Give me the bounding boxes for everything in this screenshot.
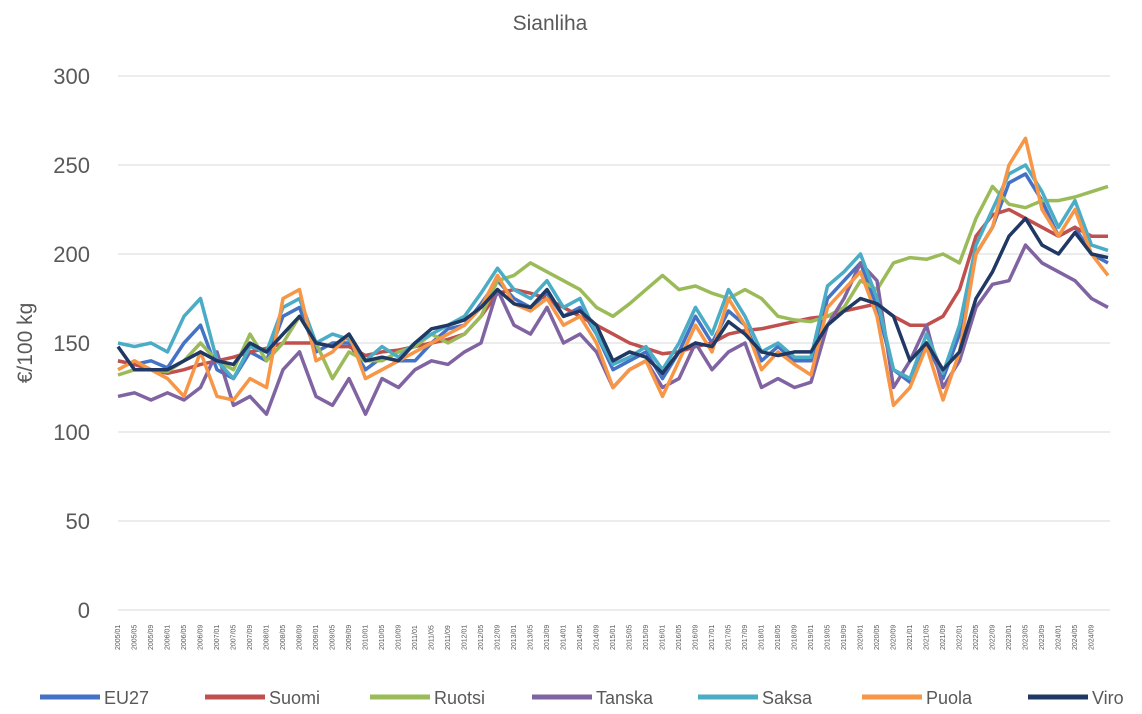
legend-label: Saksa bbox=[762, 688, 813, 708]
x-tick-label: 2012/05 bbox=[478, 625, 485, 650]
legend-label: Tanska bbox=[596, 688, 654, 708]
legend-label: Viro bbox=[1092, 688, 1124, 708]
y-tick-label: 50 bbox=[66, 509, 90, 534]
chart-title: Sianliha bbox=[513, 12, 588, 35]
x-tick-label: 2020/05 bbox=[874, 625, 881, 650]
x-tick-label: 2016/05 bbox=[676, 625, 683, 650]
x-tick-label: 2018/05 bbox=[775, 625, 782, 650]
x-tick-label: 2024/09 bbox=[1089, 625, 1096, 650]
x-tick-label: 2022/09 bbox=[990, 625, 997, 650]
x-tick-label: 2021/05 bbox=[924, 625, 931, 650]
x-tick-label: 2020/01 bbox=[858, 625, 865, 650]
x-tick-label: 2023/05 bbox=[1023, 625, 1030, 650]
x-tick-label: 2010/01 bbox=[363, 625, 370, 650]
x-tick-label: 2006/09 bbox=[198, 625, 205, 650]
y-tick-label: 200 bbox=[53, 242, 90, 267]
x-tick-label: 2007/05 bbox=[231, 625, 238, 650]
x-tick-label: 2011/05 bbox=[429, 625, 436, 650]
x-tick-label: 2014/01 bbox=[561, 625, 568, 650]
x-tick-label: 2017/09 bbox=[742, 625, 749, 650]
x-tick-label: 2009/01 bbox=[313, 625, 320, 650]
x-tick-label: 2014/05 bbox=[577, 625, 584, 650]
x-tick-label: 2022/05 bbox=[973, 625, 980, 650]
x-tick-label: 2024/05 bbox=[1072, 625, 1079, 650]
x-tick-label: 2017/05 bbox=[726, 625, 733, 650]
legend-label: EU27 bbox=[104, 688, 149, 708]
legend-label: Puola bbox=[926, 688, 973, 708]
x-tick-label: 2011/01 bbox=[412, 625, 419, 650]
x-tick-label: 2009/05 bbox=[330, 625, 337, 650]
y-tick-label: 100 bbox=[53, 420, 90, 445]
x-tick-label: 2011/09 bbox=[445, 625, 452, 650]
x-tick-label: 2019/01 bbox=[808, 625, 815, 650]
x-tick-label: 2007/01 bbox=[214, 625, 221, 650]
x-tick-label: 2024/01 bbox=[1056, 625, 1063, 650]
y-tick-label: 300 bbox=[53, 64, 90, 89]
x-tick-label: 2005/01 bbox=[115, 625, 122, 650]
x-tick-label: 2015/09 bbox=[643, 625, 650, 650]
x-tick-label: 2008/09 bbox=[297, 625, 304, 650]
series-line bbox=[117, 172, 1109, 384]
x-tick-label: 2010/05 bbox=[379, 625, 386, 650]
x-tick-label: 2005/09 bbox=[148, 625, 155, 650]
x-tick-label: 2010/09 bbox=[396, 625, 403, 650]
series-line bbox=[117, 136, 1110, 408]
x-tick-label: 2021/09 bbox=[940, 625, 947, 650]
x-tick-label: 2013/09 bbox=[544, 625, 551, 650]
x-tick-label: 2015/01 bbox=[610, 625, 617, 650]
x-tick-label: 2018/09 bbox=[792, 625, 799, 650]
x-tick-label: 2009/09 bbox=[346, 625, 353, 650]
x-tick-label: 2021/01 bbox=[907, 625, 914, 650]
x-tick-label: 2016/01 bbox=[660, 625, 667, 650]
x-tick-label: 2012/01 bbox=[462, 625, 469, 650]
x-tick-label: 2006/01 bbox=[165, 625, 172, 650]
x-tick-label: 2023/09 bbox=[1039, 625, 1046, 650]
x-tick-label: 2012/09 bbox=[495, 625, 502, 650]
y-tick-label: 250 bbox=[53, 153, 90, 178]
x-tick-label: 2008/05 bbox=[280, 625, 287, 650]
legend-label: Ruotsi bbox=[434, 688, 485, 708]
x-tick-label: 2014/09 bbox=[594, 625, 601, 650]
y-tick-label: 0 bbox=[78, 598, 90, 623]
legend-label: Suomi bbox=[269, 688, 320, 708]
x-tick-label: 2023/01 bbox=[1006, 625, 1013, 650]
series-line bbox=[116, 216, 1109, 376]
x-tick-label: 2022/01 bbox=[957, 625, 964, 650]
y-tick-label: 150 bbox=[53, 331, 90, 356]
x-tick-label: 2007/09 bbox=[247, 625, 254, 650]
x-tick-label: 2017/01 bbox=[709, 625, 716, 650]
x-tick-label: 2020/09 bbox=[891, 625, 898, 650]
x-tick-label: 2013/05 bbox=[528, 625, 535, 650]
x-tick-label: 2006/05 bbox=[181, 625, 188, 650]
x-tick-label: 2019/05 bbox=[825, 625, 832, 650]
x-tick-label: 2016/09 bbox=[693, 625, 700, 650]
x-tick-label: 2015/05 bbox=[627, 625, 634, 650]
x-tick-label: 2019/09 bbox=[841, 625, 848, 650]
y-axis-label: €/100 kg bbox=[14, 303, 37, 384]
x-tick-label: 2018/01 bbox=[759, 625, 766, 650]
series-line bbox=[117, 184, 1109, 381]
x-tick-label: 2005/05 bbox=[132, 625, 139, 650]
x-tick-label: 2013/01 bbox=[511, 625, 518, 650]
x-tick-label: 2008/01 bbox=[264, 625, 271, 650]
